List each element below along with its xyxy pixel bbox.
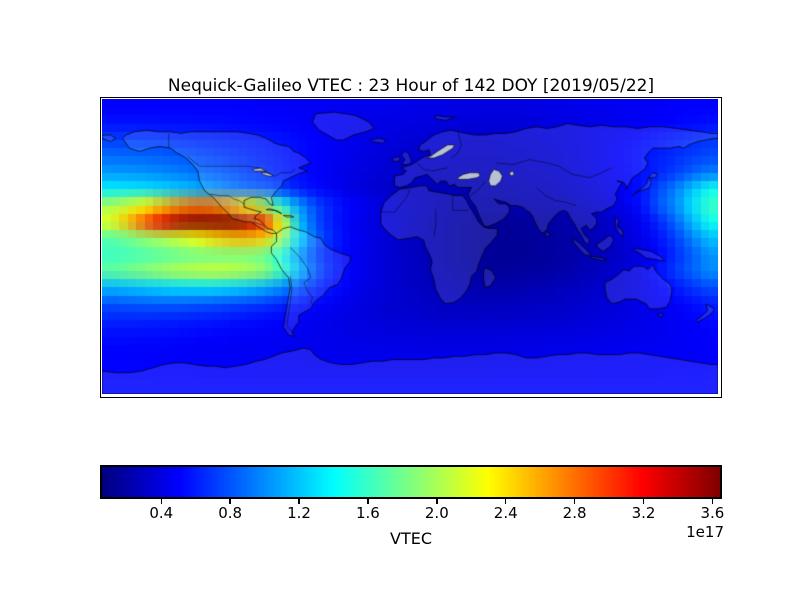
colorbar-tick-label: 1.2 — [287, 504, 311, 522]
colorbar-offset-label: 1e17 — [686, 523, 724, 541]
chart-title: Nequick-Galileo VTEC : 23 Hour of 142 DO… — [167, 76, 655, 96]
colorbar-tick-mark — [436, 499, 438, 504]
colorbar-tick-label: 2.8 — [562, 504, 587, 522]
colorbar-gradient — [102, 467, 720, 497]
colorbar-frame — [100, 465, 722, 499]
world-map-heatmap — [102, 99, 718, 394]
colorbar-tick-mark — [711, 499, 714, 504]
colorbar-tick-mark — [229, 499, 231, 504]
colorbar-tick-label: 2.4 — [493, 504, 518, 522]
colorbar-tick-mark — [298, 499, 300, 504]
colorbar-tick-mark — [504, 499, 507, 504]
colorbar-tick-label: 0.4 — [149, 504, 174, 522]
colorbar-tick-mark — [642, 499, 645, 504]
colorbar-axis-label: VTEC — [390, 529, 432, 548]
colorbar-tick-label: 3.6 — [700, 504, 725, 522]
colorbar-tick-mark — [160, 499, 163, 504]
map-axes-frame — [100, 97, 722, 398]
colorbar-tick-mark — [367, 499, 369, 504]
colorbar-tick-label: 0.8 — [218, 504, 243, 522]
colorbar-tick-mark — [573, 499, 576, 504]
colorbar-tick-label: 2.0 — [424, 504, 449, 522]
colorbar-ticks: 0.4 0.8 1.2 1.6 2.0 2.4 2.8 3.2 3.6 — [101, 499, 724, 541]
colorbar-tick-label: 3.2 — [631, 504, 656, 522]
colorbar-tick-label: 1.6 — [356, 504, 380, 522]
